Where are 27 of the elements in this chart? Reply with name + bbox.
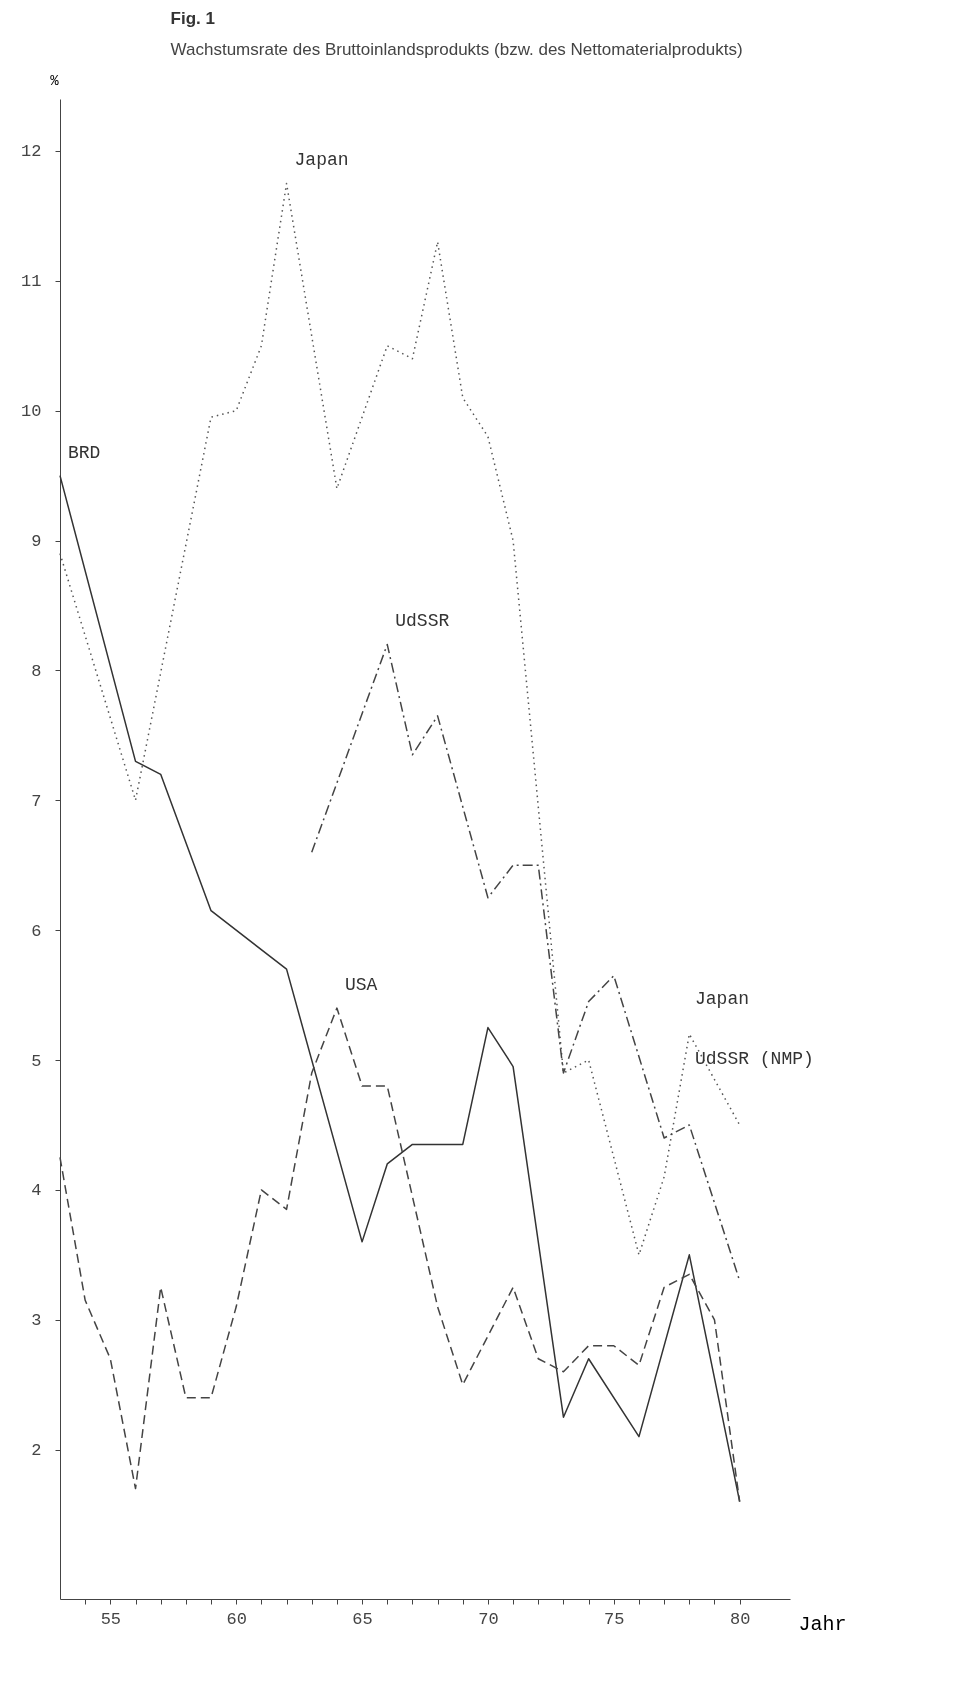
x-axis-title: Jahr [798,1612,847,1636]
x-tick-label: 55 [100,1609,122,1629]
x-tick-label: 80 [729,1609,751,1629]
y-tick-label: 12 [21,142,42,162]
x-tick-label: 75 [604,1609,625,1629]
x-tick-label: 65 [352,1609,373,1629]
x-tick-label: 70 [478,1609,499,1629]
annotation: Japan [695,989,750,1009]
y-tick-label: 11 [21,272,42,292]
series-label: USA [344,975,378,996]
y-tick-label: 9 [31,532,42,552]
y-axis-title: % [50,72,60,89]
y-tick-label: 8 [31,661,42,681]
series-label: UdSSR [395,611,450,632]
y-tick-label: 10 [21,402,42,422]
y-tick-label: 7 [31,791,42,811]
chart-title: Fig. 1 [170,9,215,28]
y-tick-label: 6 [31,921,42,941]
y-tick-label: 3 [31,1311,42,1331]
series-label: BRD [68,442,101,463]
y-tick-label: 4 [31,1181,42,1201]
series-label: Japan [294,150,349,171]
chart-subtitle: Wachstumsrate des Bruttoinlandsprodukts (bzw. des Nettomaterialprodukts) [170,40,743,59]
annotation: UdSSR (NMP) [695,1049,814,1069]
x-tick-label: 60 [226,1609,247,1629]
y-tick-label: 5 [31,1051,42,1071]
y-tick-label: 2 [31,1441,42,1461]
